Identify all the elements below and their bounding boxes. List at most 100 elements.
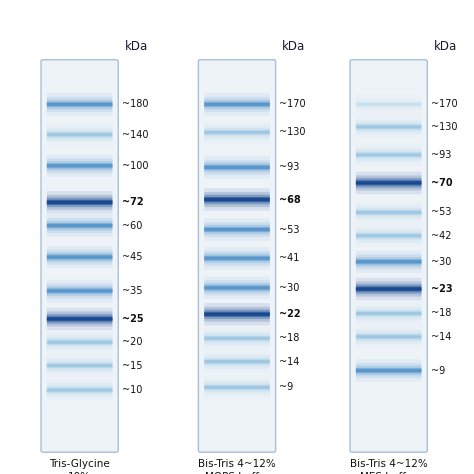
FancyBboxPatch shape [47, 308, 112, 330]
Text: ~10: ~10 [122, 385, 142, 395]
Text: Tris-Glycine
10%: Tris-Glycine 10% [49, 459, 110, 474]
FancyBboxPatch shape [356, 284, 421, 294]
FancyBboxPatch shape [356, 211, 421, 214]
FancyBboxPatch shape [204, 192, 270, 207]
Text: ~35: ~35 [122, 286, 143, 296]
FancyBboxPatch shape [204, 218, 270, 241]
FancyBboxPatch shape [356, 259, 421, 264]
Text: ~45: ~45 [122, 252, 143, 262]
FancyBboxPatch shape [47, 224, 112, 227]
FancyBboxPatch shape [204, 166, 270, 169]
Text: ~53: ~53 [431, 208, 452, 218]
FancyBboxPatch shape [356, 123, 421, 131]
Text: ~170: ~170 [431, 100, 458, 109]
FancyBboxPatch shape [356, 333, 421, 341]
FancyBboxPatch shape [47, 311, 112, 327]
Text: kDa: kDa [282, 40, 305, 53]
FancyBboxPatch shape [204, 383, 270, 392]
Text: ~15: ~15 [122, 361, 143, 371]
FancyBboxPatch shape [204, 128, 270, 137]
FancyBboxPatch shape [41, 60, 118, 452]
FancyBboxPatch shape [356, 231, 421, 240]
Text: ~170: ~170 [279, 100, 306, 109]
FancyBboxPatch shape [356, 359, 421, 382]
FancyBboxPatch shape [47, 223, 112, 228]
FancyBboxPatch shape [47, 389, 112, 392]
FancyBboxPatch shape [47, 133, 112, 136]
FancyBboxPatch shape [204, 103, 270, 106]
FancyBboxPatch shape [356, 153, 421, 157]
Text: ~41: ~41 [279, 253, 300, 263]
Text: ~130: ~130 [279, 128, 306, 137]
FancyBboxPatch shape [356, 255, 421, 269]
FancyBboxPatch shape [356, 302, 421, 325]
FancyBboxPatch shape [47, 102, 112, 107]
Text: ~18: ~18 [279, 333, 300, 343]
Text: Bis-Tris 4~12%
MOPS buffer: Bis-Tris 4~12% MOPS buffer [198, 459, 276, 474]
FancyBboxPatch shape [204, 357, 270, 366]
FancyBboxPatch shape [204, 227, 270, 232]
FancyBboxPatch shape [204, 126, 270, 139]
FancyBboxPatch shape [356, 366, 421, 375]
FancyBboxPatch shape [204, 228, 270, 231]
FancyBboxPatch shape [356, 175, 421, 191]
FancyBboxPatch shape [204, 386, 270, 389]
FancyBboxPatch shape [356, 126, 421, 128]
FancyBboxPatch shape [47, 161, 112, 171]
FancyBboxPatch shape [350, 60, 427, 452]
FancyBboxPatch shape [204, 355, 270, 369]
Text: kDa: kDa [433, 40, 457, 53]
FancyBboxPatch shape [204, 197, 270, 202]
FancyBboxPatch shape [204, 327, 270, 350]
FancyBboxPatch shape [47, 158, 112, 173]
FancyBboxPatch shape [204, 225, 270, 234]
FancyBboxPatch shape [198, 60, 276, 452]
FancyBboxPatch shape [356, 251, 421, 273]
FancyBboxPatch shape [47, 341, 112, 344]
FancyBboxPatch shape [204, 307, 270, 322]
FancyBboxPatch shape [204, 254, 270, 263]
Text: ~30: ~30 [431, 257, 451, 267]
FancyBboxPatch shape [47, 221, 112, 230]
FancyBboxPatch shape [47, 200, 112, 205]
FancyBboxPatch shape [204, 376, 270, 399]
FancyBboxPatch shape [47, 100, 112, 109]
FancyBboxPatch shape [47, 246, 112, 268]
FancyBboxPatch shape [356, 182, 421, 184]
FancyBboxPatch shape [356, 282, 421, 296]
FancyBboxPatch shape [356, 369, 421, 372]
FancyBboxPatch shape [356, 326, 421, 348]
Text: ~68: ~68 [279, 195, 301, 205]
FancyBboxPatch shape [47, 195, 112, 210]
FancyBboxPatch shape [204, 255, 270, 261]
FancyBboxPatch shape [47, 383, 112, 397]
FancyBboxPatch shape [356, 154, 421, 156]
Text: ~93: ~93 [431, 150, 451, 160]
Text: ~14: ~14 [431, 332, 451, 342]
FancyBboxPatch shape [47, 103, 112, 106]
Text: ~72: ~72 [122, 197, 144, 207]
FancyBboxPatch shape [204, 303, 270, 326]
FancyBboxPatch shape [47, 93, 112, 116]
FancyBboxPatch shape [47, 388, 112, 392]
FancyBboxPatch shape [204, 359, 270, 364]
FancyBboxPatch shape [204, 310, 270, 319]
FancyBboxPatch shape [204, 385, 270, 390]
FancyBboxPatch shape [356, 178, 421, 188]
Text: kDa: kDa [124, 40, 148, 53]
FancyBboxPatch shape [47, 359, 112, 373]
FancyBboxPatch shape [356, 125, 421, 129]
Text: ~18: ~18 [431, 309, 451, 319]
FancyBboxPatch shape [47, 255, 112, 260]
FancyBboxPatch shape [204, 102, 270, 107]
FancyBboxPatch shape [356, 208, 421, 217]
FancyBboxPatch shape [204, 251, 270, 266]
FancyBboxPatch shape [204, 93, 270, 116]
FancyBboxPatch shape [356, 206, 421, 219]
FancyBboxPatch shape [356, 180, 421, 185]
FancyBboxPatch shape [47, 318, 112, 320]
FancyBboxPatch shape [47, 130, 112, 139]
FancyBboxPatch shape [204, 381, 270, 394]
FancyBboxPatch shape [204, 188, 270, 211]
FancyBboxPatch shape [204, 334, 270, 343]
